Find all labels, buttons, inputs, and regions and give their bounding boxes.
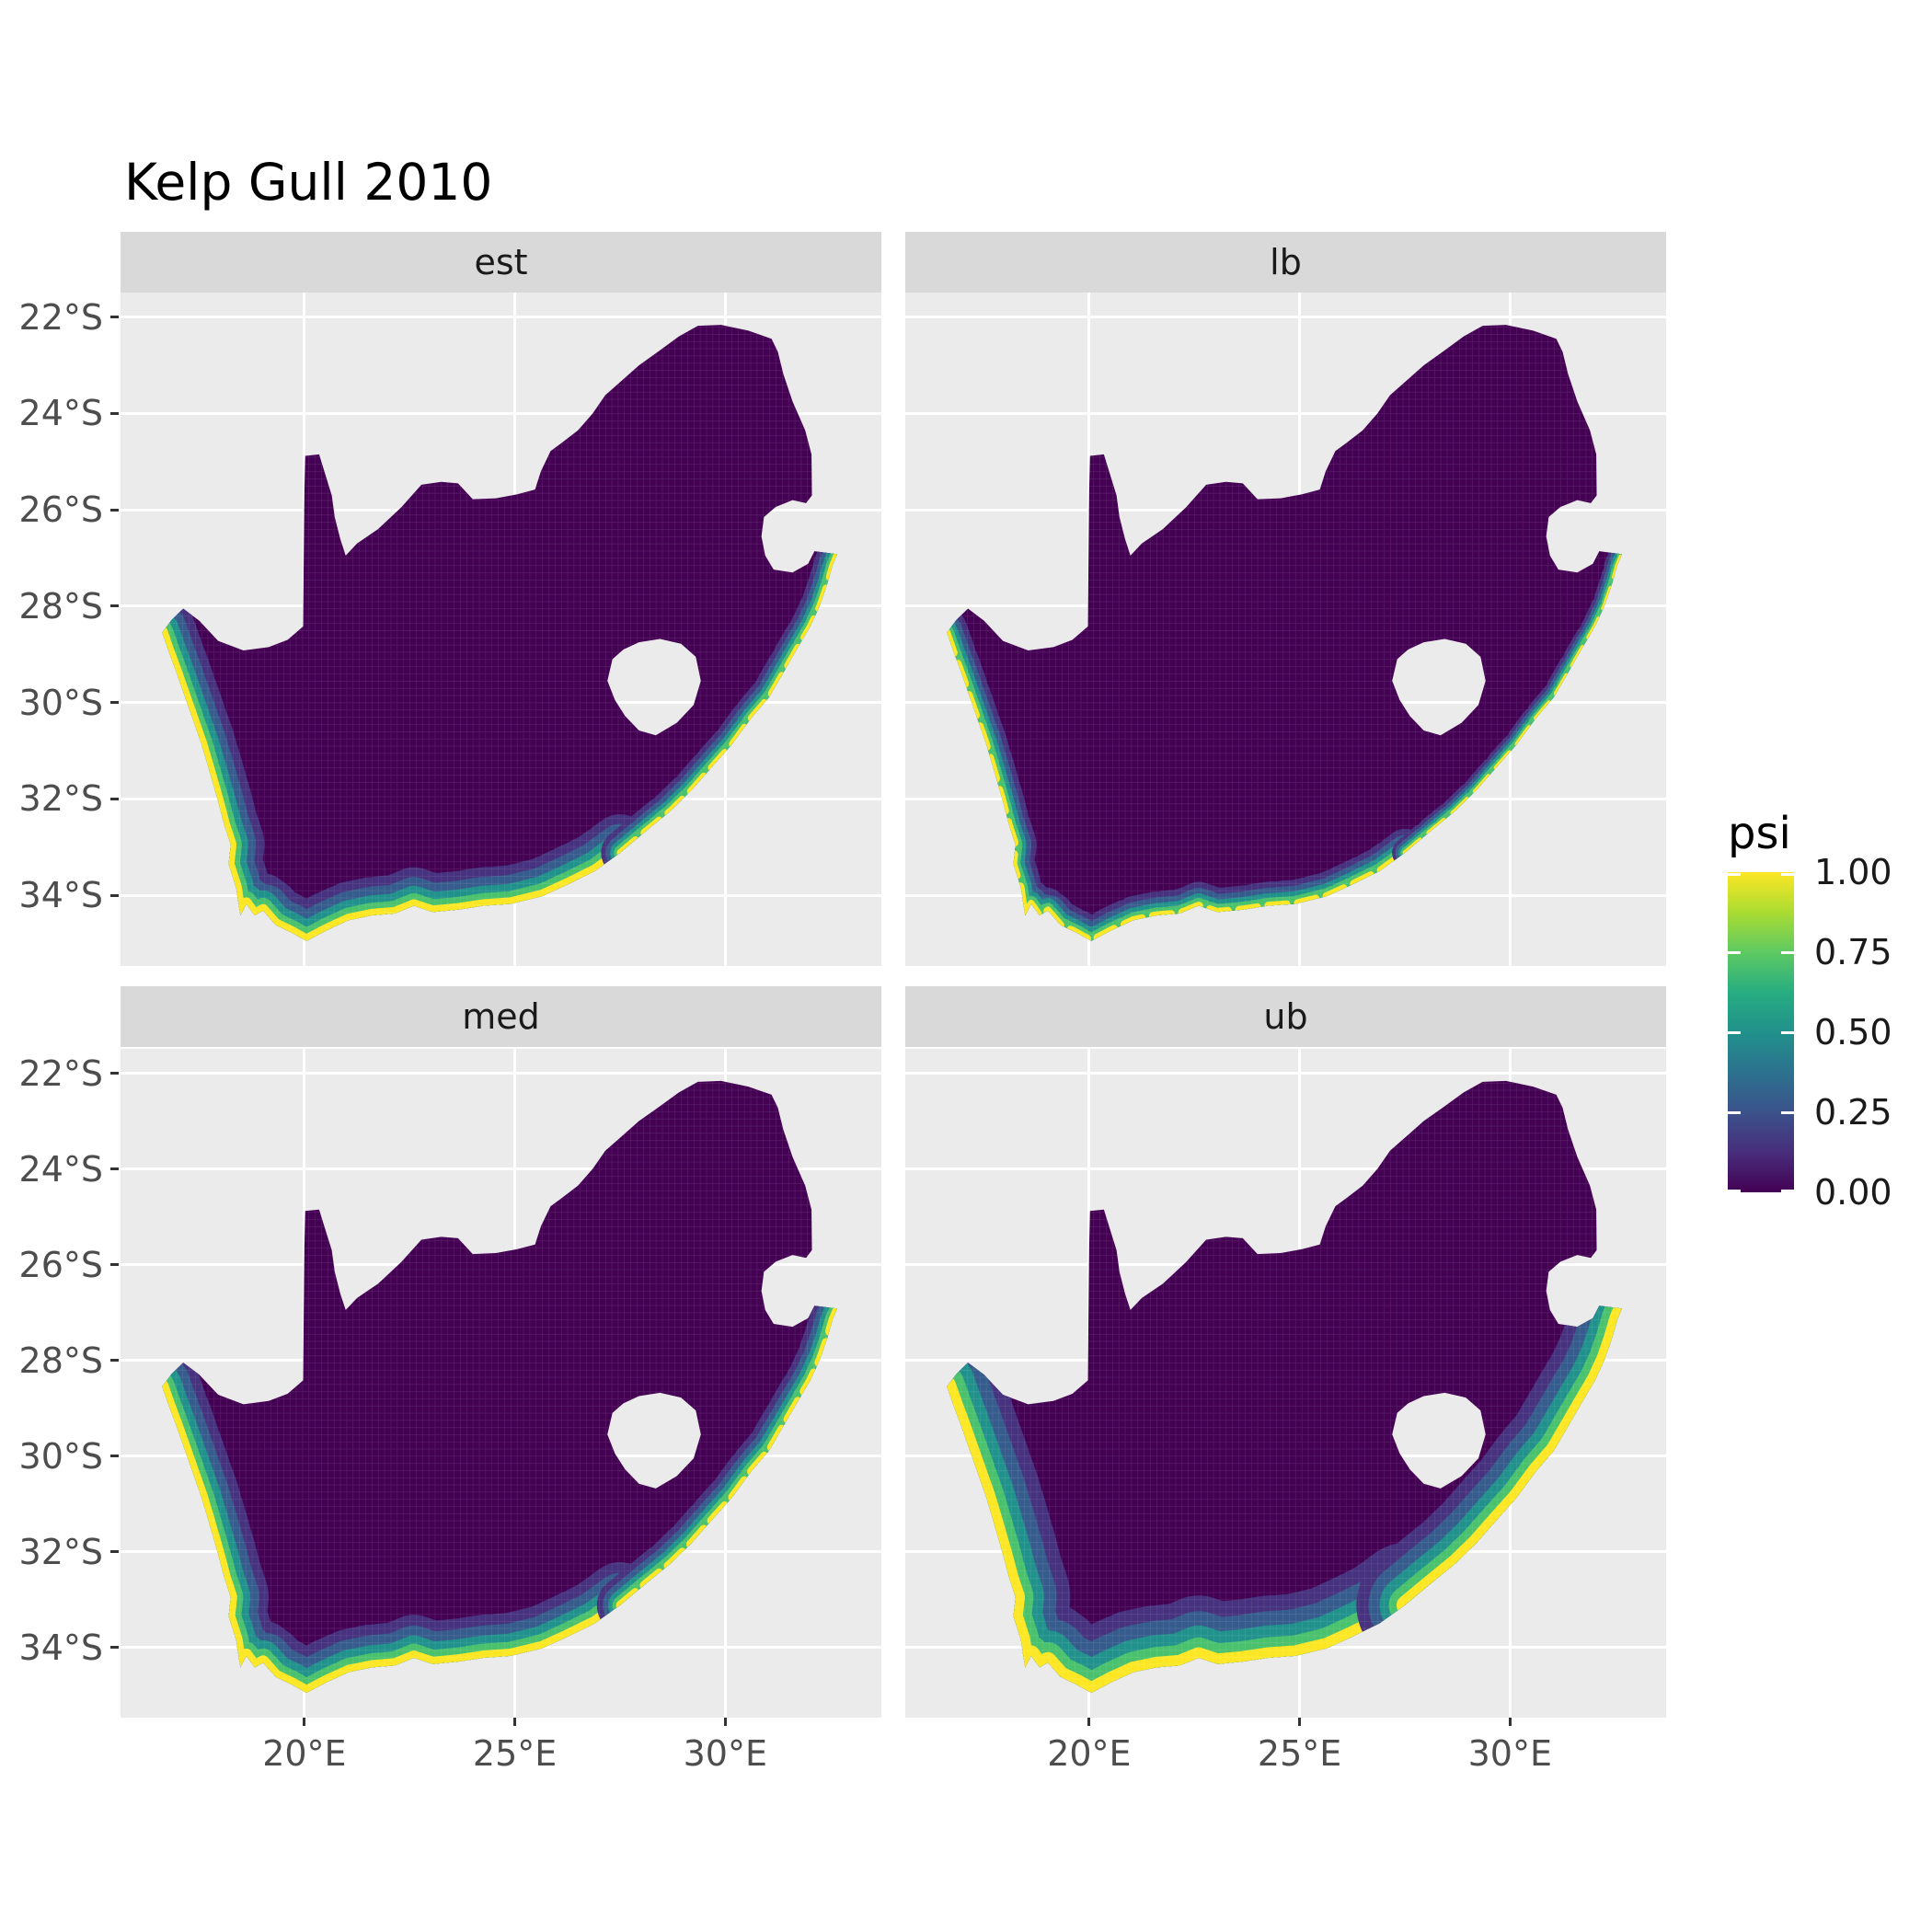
y-axis-tick-label: 28°S [18,585,103,627]
x-axis-tick-label: 30°E [1467,1733,1552,1774]
legend-tick-mark [1781,1189,1794,1192]
y-axis-tick-mark [110,1550,119,1554]
y-axis-tick-label: 34°S [18,875,103,916]
major-gridline-y [905,1072,1666,1075]
y-axis-tick-label: 24°S [18,1148,103,1190]
y-axis-tick-label: 22°S [18,1052,103,1094]
raster-cell-grid [947,325,1622,941]
legend-tick-mark [1728,873,1741,876]
facet-strip-label: med [462,996,540,1037]
y-axis-tick-mark [110,316,119,319]
x-axis-tick-label: 20°E [1047,1733,1132,1774]
raster-cell-grid [162,1080,837,1693]
y-axis-tick-mark [110,1646,119,1650]
facet-strip-ub: ub [905,986,1666,1047]
y-axis-tick-label: 32°S [18,778,103,820]
major-gridline-y [121,411,881,415]
major-gridline-y [121,1072,881,1075]
facet-strip-est: est [121,232,881,293]
facet-strip-label: ub [1263,996,1308,1037]
y-axis-tick-label: 30°S [18,682,103,723]
facet-strip-label: lb [1270,242,1302,282]
y-axis-tick-mark [110,1455,119,1458]
x-axis-tick-label: 20°E [262,1733,347,1774]
facet-strip-med: med [121,986,881,1047]
y-axis-tick-mark [110,893,119,897]
facet-strip-label: est [474,242,528,282]
major-gridline-y [121,1167,881,1171]
map-south-africa-est [162,325,837,941]
y-axis-tick-label: 26°S [18,489,103,531]
y-axis-tick-label: 26°S [18,1244,103,1285]
map-south-africa-ub [947,1080,1622,1693]
legend-tick-mark [1781,1030,1794,1034]
legend-tick-label: 1.00 [1814,852,1892,892]
y-axis-tick-label: 24°S [18,393,103,434]
y-axis-tick-label: 22°S [18,296,103,338]
facet-panel-ub [905,1049,1666,1718]
x-axis-tick-label: 25°E [1257,1733,1342,1774]
legend-tick-label: 0.75 [1814,932,1892,972]
y-axis-tick-mark [110,1072,119,1075]
legend-tick-label: 0.25 [1814,1092,1892,1133]
y-axis-tick-label: 30°S [18,1435,103,1477]
y-axis-tick-mark [110,411,119,415]
legend-tick-mark [1781,950,1794,954]
legend-tick-mark [1728,1030,1741,1034]
y-axis-tick-mark [110,1263,119,1267]
y-axis-tick-mark [110,701,119,705]
x-axis-tick-mark [723,1718,727,1726]
x-axis-tick-mark [1087,1718,1091,1726]
y-axis-tick-label: 34°S [18,1627,103,1668]
x-axis-tick-label: 30°E [683,1733,767,1774]
x-axis-tick-mark [513,1718,517,1726]
y-axis-tick-label: 28°S [18,1340,103,1381]
map-south-africa-lb [947,325,1622,941]
map-south-africa-med [162,1080,837,1693]
plot-title: Kelp Gull 2010 [124,153,493,212]
legend-tick-mark [1728,1189,1741,1192]
y-axis-tick-mark [110,1167,119,1171]
legend-tick-mark [1728,1110,1741,1114]
y-axis-tick-label: 32°S [18,1531,103,1572]
raster-cell-grid [947,1080,1622,1693]
major-gridline-y [905,1167,1666,1171]
x-axis-tick-label: 25°E [472,1733,558,1774]
facet-panel-est [121,293,881,966]
facet-panel-lb [905,293,1666,966]
y-axis-tick-mark [110,797,119,800]
major-gridline-y [905,411,1666,415]
facet-strip-lb: lb [905,232,1666,293]
raster-cell-grid [162,325,837,941]
legend-tick-mark [1728,950,1741,954]
legend-tick-mark [1781,873,1794,876]
legend-tick-label: 0.00 [1814,1172,1892,1213]
legend-tick-mark [1781,1110,1794,1114]
facet-panel-med [121,1049,881,1718]
x-axis-tick-mark [303,1718,306,1726]
legend-title: psi [1728,808,1791,859]
y-axis-tick-mark [110,508,119,512]
legend-tick-label: 0.50 [1814,1012,1892,1052]
x-axis-tick-mark [1298,1718,1302,1726]
major-gridline-y [121,316,881,319]
y-axis-tick-mark [110,1359,119,1363]
x-axis-tick-mark [1508,1718,1512,1726]
y-axis-tick-mark [110,604,119,608]
major-gridline-y [905,316,1666,319]
